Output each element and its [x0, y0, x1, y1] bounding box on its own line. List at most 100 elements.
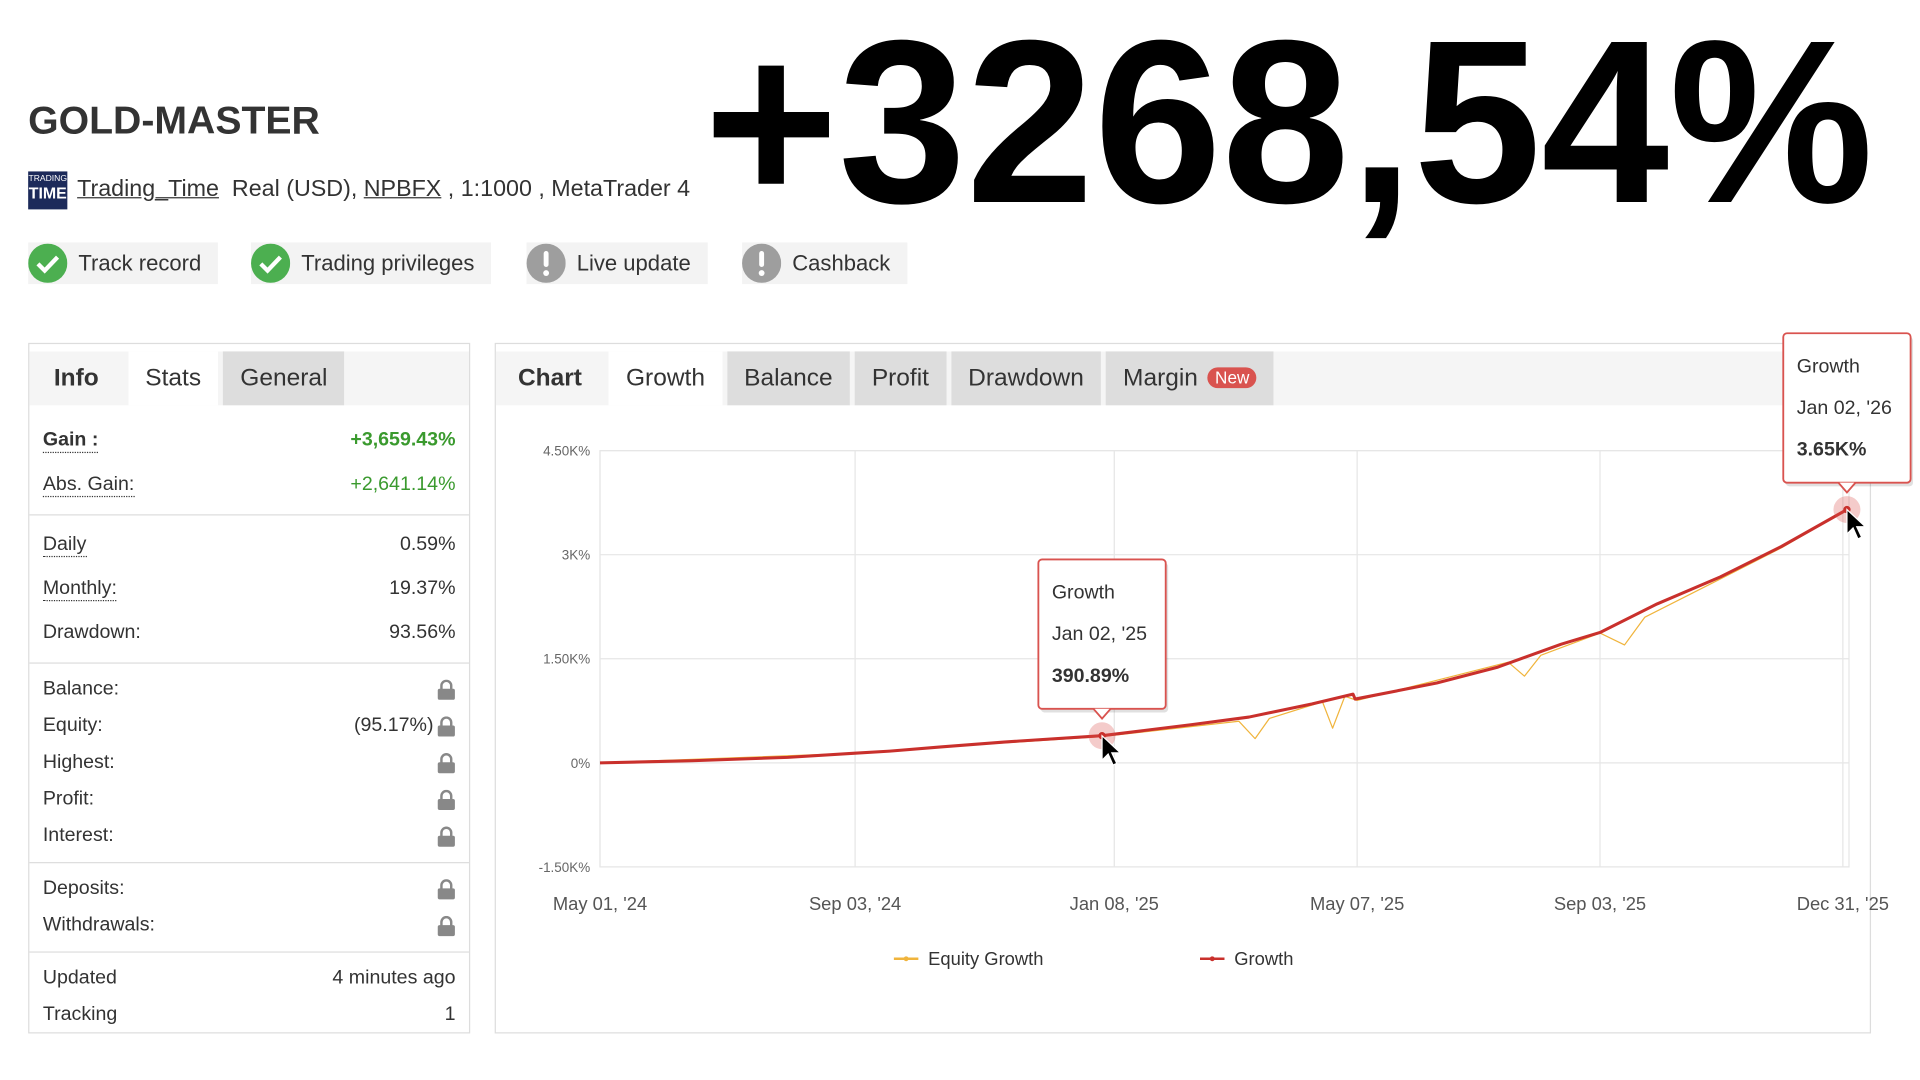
- chart-tab[interactable]: Balance: [726, 351, 850, 406]
- icon-circle: [251, 243, 291, 283]
- icon-bar: [759, 251, 765, 267]
- stats-row: Highest:: [29, 744, 469, 781]
- stats-value-box: +2,641.14%: [350, 474, 455, 496]
- stats-value-box: 1: [445, 1004, 456, 1026]
- stats-value: (95.17%): [353, 715, 434, 736]
- series-line: [599, 508, 1848, 765]
- check-icon: [28, 243, 68, 283]
- stats-tab[interactable]: Stats: [128, 351, 219, 406]
- legend-marker: [903, 956, 909, 962]
- lock-icon: [437, 825, 455, 847]
- lock-icon: [437, 878, 455, 899]
- check-icon: [251, 243, 291, 283]
- y-tick-label: 3K%: [562, 548, 590, 563]
- icon-circle: [28, 243, 68, 283]
- stats-label: Monthly:: [42, 577, 117, 601]
- stats-group: Updated 4 minutes ago Tracking 1: [29, 953, 469, 1041]
- stats-value-box: [433, 789, 455, 810]
- y-tick-label: 1.50K%: [543, 652, 590, 667]
- stats-list: Gain : +3,659.43% Abs. Gain: +2,641.14% Dail…: [29, 411, 469, 1040]
- lock-icon: [437, 715, 455, 736]
- account: Real (USD),: [231, 176, 358, 203]
- badge: Track record: [28, 242, 219, 285]
- stats-label: Deposits:: [42, 877, 125, 899]
- lock-body: [437, 887, 455, 899]
- chart-tab[interactable]: Growth: [608, 351, 723, 406]
- stats-value-box: 4 minutes ago: [332, 967, 455, 989]
- stats-row: Tracking 1: [29, 997, 469, 1034]
- x-tick-label: Jan 08, '25: [1070, 893, 1159, 914]
- chart-tab-label: Profit: [871, 364, 929, 392]
- owner-link[interactable]: Trading_Time: [77, 176, 219, 203]
- account-line: Trading_Time Real (USD), NPBFX , 1:1000 …: [77, 176, 690, 203]
- stats-group: Daily 0.59% Monthly: 19.37% Drawdown: 93.56%: [29, 516, 469, 664]
- x-tick-label: Sep 03, '24: [809, 893, 901, 914]
- details: , 1:1000 , MetaTrader 4: [447, 176, 691, 203]
- stats-value-box: [433, 878, 455, 900]
- tooltip-pointer: [1837, 482, 1857, 494]
- stats-label: Updated: [42, 967, 117, 989]
- lock-icon: [437, 752, 455, 773]
- chart-tab[interactable]: Margin New: [1105, 351, 1274, 406]
- stats-group: Balance: Equity: (95.17%) Highest: Profit: In…: [29, 664, 469, 864]
- stats-row: Updated 4 minutes ago: [29, 960, 469, 997]
- lock-shackle: [440, 789, 453, 799]
- badge: Trading privileges: [251, 242, 492, 285]
- stats-row: Deposits:: [29, 871, 469, 908]
- badge-label: Trading privileges: [301, 250, 475, 275]
- stats-value: 4 minutes ago: [332, 967, 456, 989]
- stats-label: Interest:: [42, 825, 114, 847]
- chart-tab-label: Drawdown: [968, 364, 1084, 392]
- icon-dot: [758, 270, 765, 277]
- stats-value: +2,641.14%: [350, 473, 456, 495]
- stats-value-box: 0.59%: [400, 534, 456, 556]
- lock-body: [437, 724, 455, 736]
- stats-label: Gain :: [42, 429, 99, 453]
- lock-icon: [437, 679, 455, 700]
- lock-body: [437, 924, 455, 936]
- icon-dot: [543, 270, 550, 277]
- tooltip-title: Growth: [1797, 355, 1860, 377]
- stats-value: 0.59%: [399, 533, 456, 555]
- stats-row: Daily 0.59%: [29, 523, 469, 567]
- lock-shackle: [440, 915, 453, 926]
- broker-link[interactable]: NPBFX: [363, 176, 442, 203]
- stats-panel: Info Stats General Gain : +3,659.43% Abs. Ga…: [28, 342, 471, 1034]
- tooltip-value: 3.65K%: [1797, 439, 1867, 461]
- badge-label: Live update: [576, 250, 691, 275]
- tooltip-date: Jan 02, '25: [1052, 623, 1147, 645]
- stats-value: 1: [444, 1004, 456, 1025]
- tooltip-box: [1782, 332, 1912, 484]
- lock-shackle: [440, 878, 453, 889]
- chart-panel: Chart Growth Balance Profit Drawdown Margin Ne…: [494, 342, 1872, 1034]
- x-tick-label: Sep 03, '25: [1554, 893, 1646, 914]
- logo-bottom: TIME: [28, 183, 67, 203]
- lock-body: [437, 835, 455, 847]
- stats-label: Highest:: [42, 751, 115, 773]
- stats-row: Gain : +3,659.43%: [29, 419, 469, 463]
- y-tick-label: -1.50K%: [539, 860, 591, 875]
- stats-value-box: [433, 825, 455, 847]
- legend-marker: [1209, 956, 1215, 962]
- chart-tabs: Chart Growth Balance Profit Drawdown Margin Ne…: [495, 351, 1870, 406]
- warn-icon: [742, 243, 782, 283]
- stats-tab[interactable]: General: [223, 351, 345, 406]
- lock-body: [437, 798, 455, 810]
- headline: +3268,54%: [704, 24, 1873, 252]
- badge: Live update: [526, 242, 708, 285]
- chart-tab: Chart: [496, 351, 604, 405]
- logo-top: TRADING: [28, 175, 68, 184]
- stats-label: Profit:: [42, 788, 95, 810]
- lock-shackle: [440, 679, 453, 689]
- chart-tab-label: Growth: [626, 364, 705, 392]
- stats-value-box: 93.56%: [389, 622, 455, 644]
- new-badge: New: [1207, 367, 1257, 389]
- stats-row: Equity: (95.17%): [29, 708, 469, 745]
- icon-bar: [543, 251, 549, 267]
- series-line: [599, 509, 1848, 764]
- chart-tab[interactable]: Profit: [854, 351, 947, 406]
- stats-row: Profit:: [29, 781, 469, 818]
- x-tick-label: May 07, '25: [1310, 893, 1404, 914]
- chart-tab[interactable]: Drawdown: [951, 351, 1102, 406]
